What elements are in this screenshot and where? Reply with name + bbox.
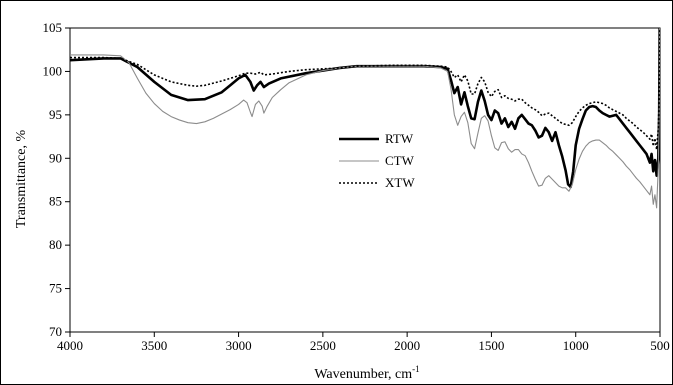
series-lines xyxy=(70,28,660,209)
y-axis-title: Transmittance, % xyxy=(14,130,29,229)
x-axis-title-main: Wavenumber, cm xyxy=(314,367,412,382)
y-tick-label: 90 xyxy=(49,150,62,165)
series-line-rtw xyxy=(70,28,660,189)
y-tick-label: 75 xyxy=(49,281,62,296)
axes: 70 75 80 85 90 95 100 105 4000 3500 3000 2500 2000 15… xyxy=(43,20,670,353)
x-tick-label: 4000 xyxy=(57,338,83,353)
x-axis-title-superscript: -1 xyxy=(412,364,420,374)
plot-border xyxy=(69,27,661,333)
legend-label-ctw: CTW xyxy=(385,153,415,168)
x-tick-label: 500 xyxy=(650,338,670,353)
x-axis-title: Wavenumber, cm-1 xyxy=(314,364,419,382)
y-tick-label: 95 xyxy=(49,107,62,122)
plot-area xyxy=(69,27,661,333)
series-line-xtw xyxy=(70,28,660,151)
x-tick-label: 3000 xyxy=(226,338,252,353)
x-tick-label: 2500 xyxy=(310,338,336,353)
x-tick-label: 1000 xyxy=(563,338,589,353)
y-tick-label: 105 xyxy=(43,20,63,35)
y-tick-label: 70 xyxy=(49,324,62,339)
legend-label-xtw: XTW xyxy=(385,175,415,190)
y-tick-label: 80 xyxy=(49,237,62,252)
x-tick-label: 2000 xyxy=(394,338,420,353)
x-tick-label: 3500 xyxy=(141,338,167,353)
y-tick-label: 85 xyxy=(49,194,62,209)
x-tick-label: 1500 xyxy=(478,338,504,353)
legend: RTW CTW XTW xyxy=(339,131,415,190)
legend-label-rtw: RTW xyxy=(385,131,414,146)
y-tick-label: 100 xyxy=(43,63,63,78)
series-line-ctw xyxy=(70,28,660,209)
